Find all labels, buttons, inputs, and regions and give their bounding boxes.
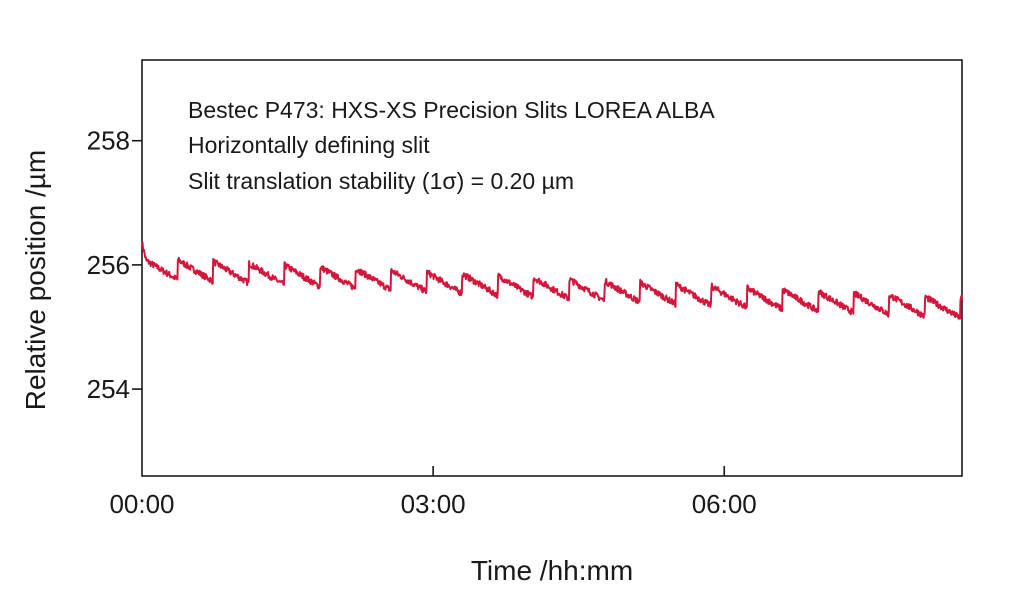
annotation-line-2: Horizontally defining slit: [188, 132, 430, 158]
x-tick-label: 00:00: [109, 489, 174, 519]
annotation-line-1: Bestec P473: HXS-XS Precision Slits LORE…: [188, 97, 715, 123]
annotation-block: Bestec P473: HXS-XS Precision Slits LORE…: [188, 97, 715, 194]
x-tick-label: 03:00: [401, 489, 466, 519]
x-axis-ticks: 00:00 03:00 06:00: [109, 466, 757, 519]
plot-frame: [141, 59, 963, 477]
y-axis-ticks: 254 256 258: [87, 126, 142, 404]
y-tick-label: 256: [87, 250, 130, 280]
x-axis-title: Time /hh:mm: [471, 555, 633, 586]
x-tick-label: 06:00: [692, 489, 757, 519]
y-axis-title: Relative position /µm: [20, 150, 51, 410]
position-series-line: [141, 241, 963, 320]
annotation-line-3: Slit translation stability (1σ) = 0.20 µ…: [188, 168, 574, 194]
y-tick-label: 254: [87, 374, 130, 404]
y-tick-label: 258: [87, 126, 130, 156]
